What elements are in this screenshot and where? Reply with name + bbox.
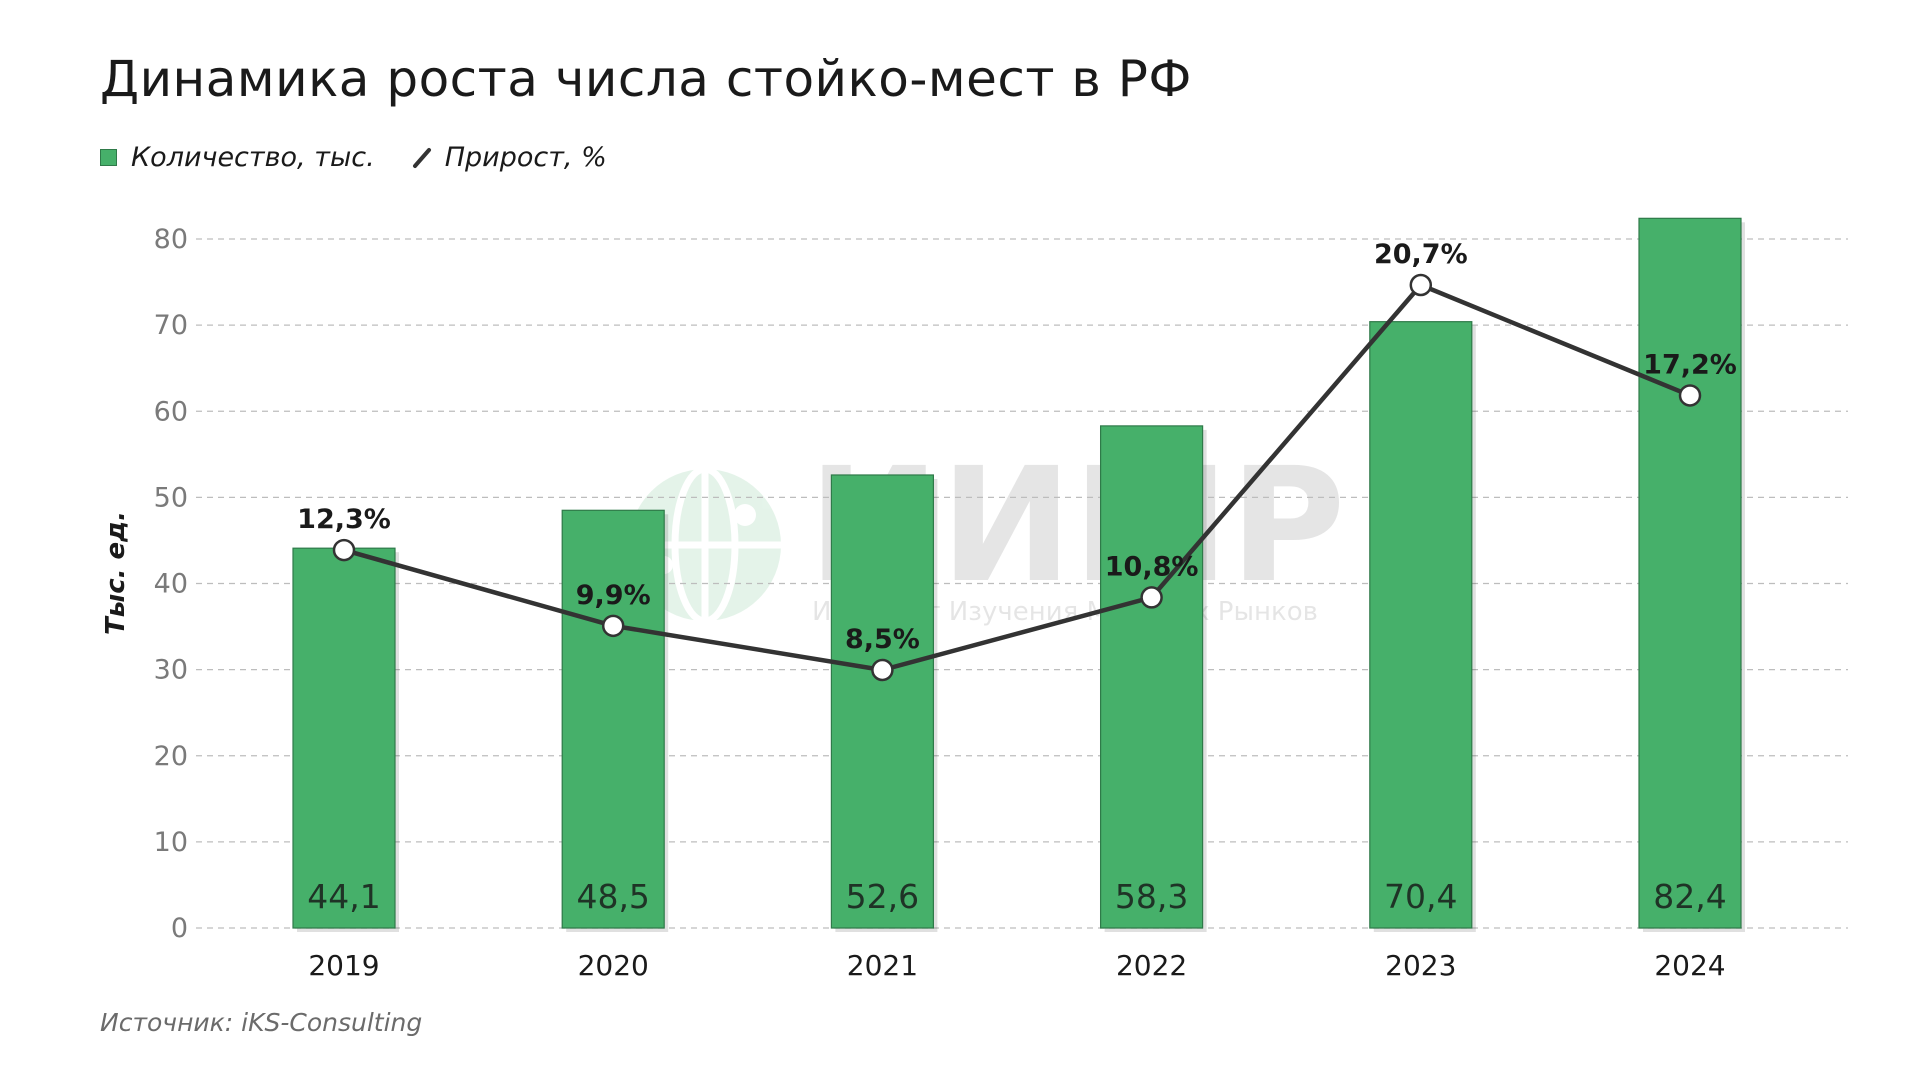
growth-line: 12,3% 9,9% 8,5% 10,8% 20,7% 17,2%: [297, 239, 1737, 682]
bar-values: 44,1 48,5 52,6 58,3 70,4 82,4: [307, 877, 1726, 916]
x-tick-label: 2024: [1654, 949, 1725, 982]
bar-value-label: 52,6: [846, 877, 919, 916]
grid: [196, 238, 1848, 929]
source-note: Источник: iKS-Consulting: [100, 1008, 423, 1037]
bar-legend-label: Количество, тыс.: [131, 142, 375, 173]
bar: [1638, 217, 1742, 929]
bar-value-label: 82,4: [1653, 877, 1726, 916]
y-axis-label: Тыс. ед.: [101, 511, 131, 635]
y-tick-label: 20: [154, 741, 188, 772]
chart-title: Динамика роста числа стойко-мест в РФ: [100, 50, 1192, 108]
bar: [561, 509, 665, 929]
y-tick-label: 30: [154, 655, 188, 686]
x-tick-label: 2019: [308, 949, 379, 982]
growth-line-path: [343, 282, 1691, 673]
y-tick-label: 0: [171, 913, 188, 944]
x-tick-label: 2023: [1385, 949, 1456, 982]
x-tick-label: 2020: [578, 949, 649, 982]
growth-value-label: 20,7%: [1374, 239, 1468, 270]
line-legend-label: Прирост, %: [444, 142, 607, 173]
y-tick-label: 70: [154, 310, 188, 341]
bar-legend-swatch: [100, 149, 117, 166]
y-tick-label: 40: [154, 569, 188, 600]
x-tick-label: 2022: [1116, 949, 1187, 982]
growth-point: [1140, 586, 1163, 609]
bar: [1369, 321, 1473, 929]
y-tick-label: 60: [154, 396, 188, 427]
growth-value-label: 8,5%: [845, 624, 920, 655]
legend: Количество, тыс. Прирост, %: [100, 142, 607, 173]
y-tick-label: 80: [154, 224, 188, 255]
growth-value-label: 17,2%: [1643, 349, 1737, 380]
y-tick-label: 50: [154, 482, 188, 513]
growth-value-label: 9,9%: [576, 580, 651, 611]
growth-point: [1409, 273, 1433, 297]
y-tick-label: 10: [154, 827, 188, 858]
watermark: ИИМР Институт Изучения Мировых Рынков: [629, 434, 1346, 627]
growth-point: [601, 614, 625, 638]
line-legend-icon: [412, 147, 431, 168]
bar: [292, 547, 396, 929]
bar: [1099, 425, 1204, 929]
x-ticks: 2019 2020 2021 2022 2023 2024: [308, 949, 1725, 982]
growth-point: [1678, 384, 1702, 407]
bar-value-label: 58,3: [1115, 877, 1188, 916]
bar-value-label: 44,1: [307, 877, 380, 916]
x-tick-label: 2021: [847, 949, 918, 982]
growth-value-label: 12,3%: [297, 504, 391, 535]
growth-value-label: 10,8%: [1105, 551, 1199, 582]
bar-value-label: 48,5: [576, 877, 649, 916]
growth-point: [871, 658, 894, 682]
y-ticks: 0 10 20 30 40 50 60 70 80: [154, 224, 188, 944]
bar: [830, 474, 935, 929]
bars: [292, 217, 1745, 932]
bar-value-label: 70,4: [1384, 877, 1457, 916]
growth-point: [332, 538, 356, 562]
